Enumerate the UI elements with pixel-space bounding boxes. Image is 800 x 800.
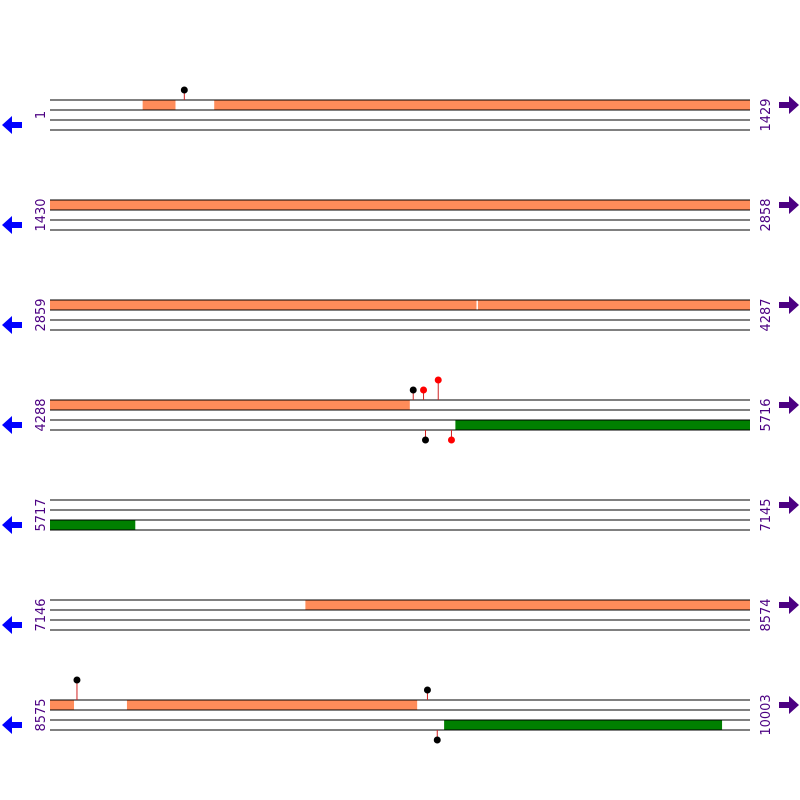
feature-orange-1 (50, 200, 750, 210)
row-6: 7146 8574 (2, 596, 799, 634)
arrow-left-icon (2, 316, 22, 334)
row-start-label: 8575 (34, 698, 49, 731)
row-start-label: 1430 (34, 198, 49, 231)
feature-orange-1 (305, 600, 750, 610)
arrow-right-icon (779, 296, 799, 314)
row-start-label: 2859 (34, 298, 49, 331)
feature-orange-2 (126, 700, 418, 710)
arrow-right-icon (779, 596, 799, 614)
arrow-left-icon (2, 516, 22, 534)
row-5: 5717 7145 (2, 496, 799, 534)
feature-orange-1 (50, 700, 75, 710)
marker-black-2 (423, 686, 431, 694)
row-end-label: 8574 (759, 598, 774, 631)
arrow-right-icon (779, 696, 799, 714)
marker-black-1 (409, 386, 417, 394)
marker-black-1 (180, 86, 188, 94)
row-start-label: 5717 (34, 498, 49, 531)
arrow-left-icon (2, 716, 22, 734)
row-end-label: 1429 (759, 98, 774, 131)
row-4: 4288 5716 (2, 376, 799, 444)
feature-orange-1 (142, 100, 176, 110)
marker-red-5 (447, 436, 455, 444)
row-start-label: 4288 (34, 398, 49, 431)
row-end-label: 10003 (759, 694, 774, 735)
row-start-label: 1 (34, 111, 49, 119)
feature-orange-1 (50, 300, 477, 310)
marker-black-4 (421, 436, 429, 444)
row-3: 2859 4287 (2, 296, 799, 334)
row-end-label: 7145 (759, 498, 774, 531)
arrow-right-icon (779, 396, 799, 414)
row-1: 1 1429 (2, 86, 799, 134)
feature-green-2 (455, 420, 750, 430)
feature-orange-2 (477, 300, 750, 310)
feature-green-3 (444, 720, 723, 730)
marker-black-3 (433, 736, 441, 744)
row-2: 1430 2858 (2, 196, 799, 234)
arrow-left-icon (2, 216, 22, 234)
arrow-left-icon (2, 116, 22, 134)
row-end-label: 4287 (759, 298, 774, 331)
marker-black-1 (73, 676, 81, 684)
marker-red-2 (420, 386, 428, 394)
row-7: 8575 10003 (2, 676, 799, 744)
arrow-right-icon (779, 196, 799, 214)
feature-orange-1 (50, 400, 410, 410)
feature-green-1 (50, 520, 136, 530)
row-start-label: 7146 (34, 598, 49, 631)
feature-orange-2 (214, 100, 750, 110)
arrow-right-icon (779, 96, 799, 114)
marker-red-3 (434, 376, 442, 384)
row-end-label: 2858 (759, 198, 774, 231)
arrow-left-icon (2, 616, 22, 634)
arrow-left-icon (2, 416, 22, 434)
arrow-right-icon (779, 496, 799, 514)
row-end-label: 5716 (759, 398, 774, 431)
rows-layer: 1 1429 1430 2858 2859 4287 4288 5716 5717 7145 714… (2, 86, 799, 744)
